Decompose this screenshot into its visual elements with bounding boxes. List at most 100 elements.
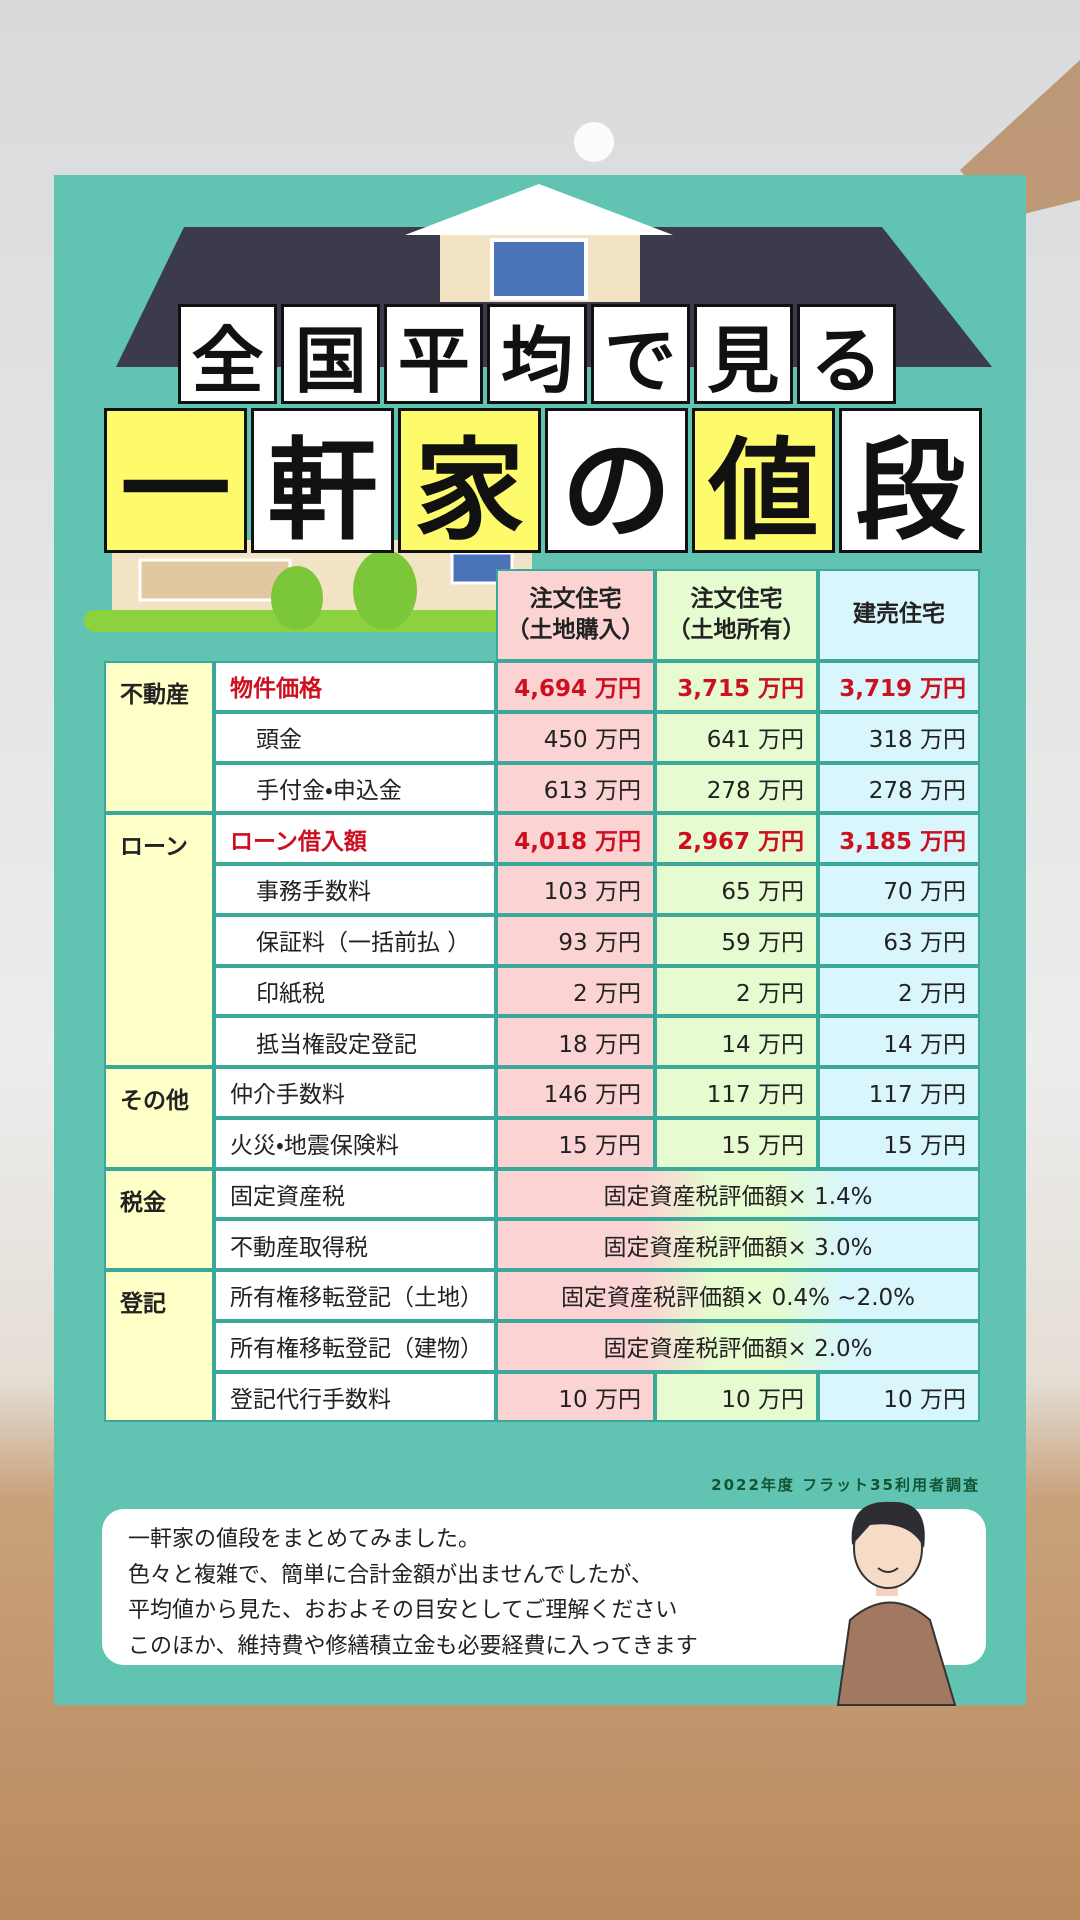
value-cell: 15 万円 [496,1117,655,1169]
value-text: 117 万円 [706,1082,804,1109]
title-char: 値 [692,408,835,555]
value-cell: 146 万円 [496,1067,655,1118]
value-cell: 59 万円 [655,914,818,966]
value-text: 2 万円 [898,980,966,1007]
header-line: （土地所有） [667,617,806,643]
note-line: 一軒家の値段をまとめてみました。 [128,1527,481,1552]
title-char: る [796,304,896,404]
value-cell: 3,715 万円 [655,661,818,712]
group-name: 税金 [120,1189,166,1216]
value-cell: 18 万円 [496,1016,655,1067]
row-label: 物件価格 [214,661,496,712]
value-text: 103 万円 [543,879,641,906]
value-text: 15 万円 [558,1133,641,1160]
group-label: ローン [104,813,214,1067]
value-cell: 117 万円 [655,1067,818,1118]
row-label-text: 不動産取得税 [230,1234,368,1261]
row-label-text: 固定資産税 [230,1183,345,1210]
row-label: 所有権移転登記（建物） [214,1320,496,1372]
group-label: 不動産 [104,661,214,814]
value-text: 278 万円 [868,777,966,804]
column-header: 建売住宅 [818,569,980,661]
row-label-text: 抵当権設定登記 [256,1031,417,1058]
merged-value: 固定資産税評価額× 1.4% [496,1168,980,1220]
title-char: 家 [398,408,541,555]
note-line: 色々と複雑で、簡単に合計金額が出ませんでしたが、 [128,1562,653,1588]
title-char: で [590,304,690,404]
row-label-text: 手付金・申込金 [256,777,402,804]
row-label: 所有権移転登記（土地） [214,1270,496,1321]
value-cell: 278 万円 [818,762,980,814]
value-text: 14 万円 [721,1031,804,1058]
value-cell: 3,719 万円 [818,661,980,712]
value-text: 10 万円 [721,1386,804,1413]
value-text: 2 万円 [736,980,804,1007]
row-label: 手付金・申込金 [214,762,496,814]
merged-text: 固定資産税評価額× 2.0% [603,1336,873,1363]
value-cell: 278 万円 [655,762,818,814]
value-cell: 15 万円 [818,1117,980,1169]
note-box [102,1509,986,1665]
value-cell: 2 万円 [655,965,818,1017]
group-name: ローン [120,834,188,861]
value-text: 59 万円 [721,930,804,957]
value-cell: 70 万円 [818,864,980,915]
value-cell: 15 万円 [655,1117,818,1169]
value-cell: 14 万円 [818,1016,980,1067]
row-label: 事務手数料 [214,864,496,915]
row-label: 仲介手数料 [214,1067,496,1118]
bush [271,566,323,630]
row-label-text: ローン借入額 [230,828,367,855]
title-char: 一 [104,408,247,555]
title-char: 国 [281,304,381,404]
row-label-text: 所有権移転登記（建物） [230,1336,483,1363]
row-label-text: 頭金 [256,727,302,754]
title-char: 段 [839,408,982,555]
row-label: 保証料（一括前払 ） [214,914,496,966]
bush [353,550,417,630]
value-cell: 10 万円 [655,1371,818,1423]
group-name: その他 [120,1088,189,1114]
note: 一軒家の値段をまとめてみました。色々と複雑で、簡単に合計金額が出ませんでしたが、… [102,1509,986,1665]
value-cell: 450 万円 [496,711,655,763]
value-text: 3,719 万円 [839,676,966,703]
row-label-text: 事務手数料 [256,879,371,906]
title-char: 平 [384,304,484,404]
value-text: 4,018 万円 [514,828,641,855]
gable [405,184,673,235]
group-label: 登記 [104,1270,214,1423]
note-line: このほか、維持費や修繕積立金も必要経費に入ってきます [128,1633,698,1659]
row-label-text: 保証料（一括前払 ） [256,930,471,957]
group-name: 登記 [120,1291,166,1317]
value-text: 14 万円 [883,1031,966,1058]
row-label-text: 仲介手数料 [230,1082,345,1109]
value-text: 278 万円 [706,777,804,804]
merged-text: 固定資産税評価額× 3.0% [603,1234,873,1261]
title-line2: 一軒家の値段 [104,408,986,555]
title-char: 均 [487,304,587,404]
house-window [450,551,514,585]
value-text: 3,185 万円 [839,828,966,855]
row-label: 固定資産税 [214,1168,496,1220]
header-line: （土地購入） [506,617,645,643]
value-text: 18 万円 [558,1031,641,1058]
row-label: 頭金 [214,711,496,763]
price-table: 注文住宅 （土地購入） 注文住宅 （土地所有） 建売住宅 不動産 物件価格 4,694 万円 3… [104,569,980,1423]
header-line: 建売住宅 [853,601,945,628]
value-cell: 2,967 万円 [655,813,818,864]
value-cell: 4,694 万円 [496,661,655,712]
row-label: 印紙税 [214,965,496,1017]
title-line1: 全国平均で見る [178,304,900,404]
merged-text: 固定資産税評価額× 1.4% [603,1183,873,1210]
merged-value: 固定資産税評価額× 2.0% [496,1320,980,1372]
row-label: 火災・地震保険料 [214,1117,496,1169]
row-label: 不動産取得税 [214,1219,496,1270]
title-char: 見 [693,304,793,404]
house-lattice [138,558,292,602]
value-text: 2,967 万円 [677,828,804,855]
value-text: 450 万円 [543,727,641,754]
value-text: 15 万円 [721,1133,804,1160]
column-header: 注文住宅 （土地所有） [655,569,818,661]
